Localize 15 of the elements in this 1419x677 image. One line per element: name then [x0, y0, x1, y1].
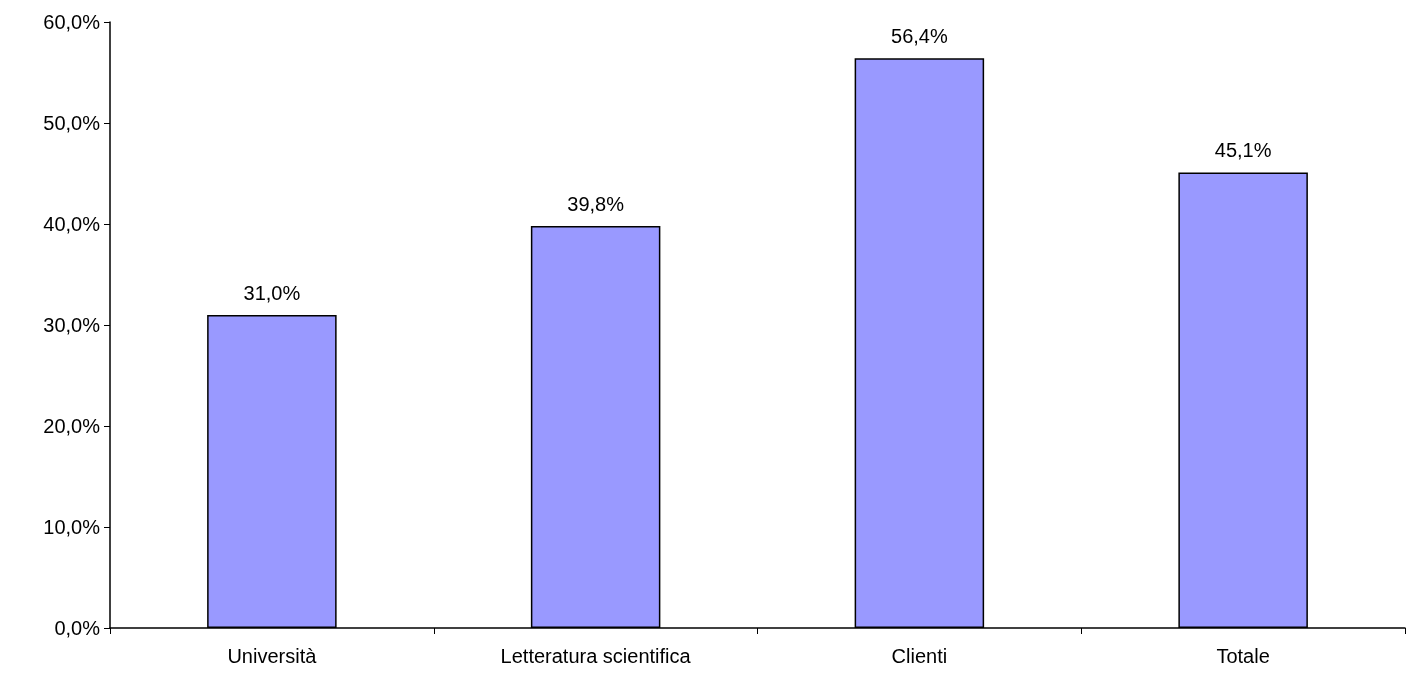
x-tick-label: Totale [1216, 645, 1270, 667]
y-tick-label: 60,0% [43, 11, 101, 33]
data-label: 56,4% [891, 25, 948, 48]
x-tick-label: Letteratura scientifica [500, 645, 692, 667]
y-tick-label: 0,0% [54, 617, 101, 639]
x-tick-label: Clienti [891, 645, 948, 667]
y-tick-label: 10,0% [43, 516, 101, 538]
y-tick-label: 20,0% [43, 415, 101, 437]
data-label: 39,8% [567, 193, 625, 216]
y-tick-label: 40,0% [43, 213, 101, 235]
data-label: 31,0% [243, 281, 301, 304]
data-label: 45,1% [1214, 139, 1272, 162]
y-tick-label: 50,0% [43, 112, 101, 134]
y-tick-label: 30,0% [43, 314, 101, 336]
x-tick-label: Università [227, 645, 318, 667]
